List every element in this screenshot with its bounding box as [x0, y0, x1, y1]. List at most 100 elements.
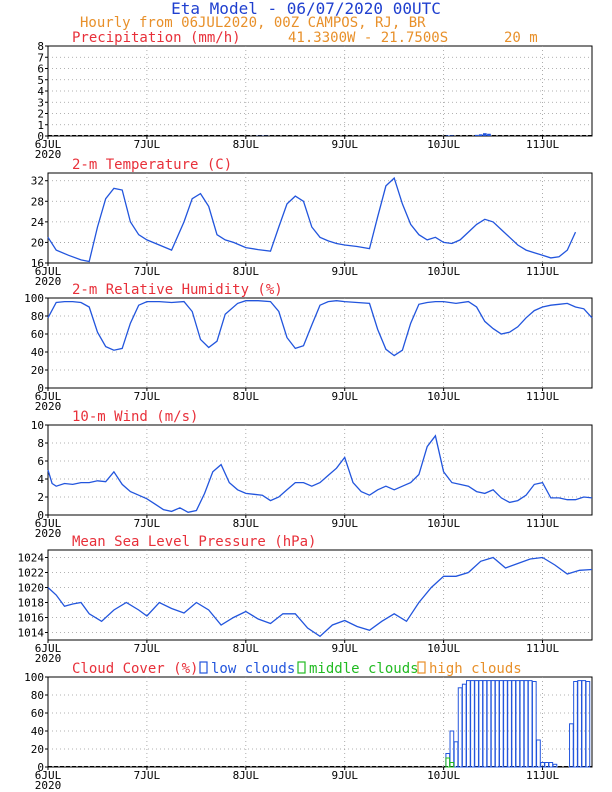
y-tick-label: 1014 — [18, 627, 45, 640]
x-tick-label: 10JUL — [427, 138, 460, 151]
y-tick-label: 6 — [37, 63, 44, 76]
precip-bar — [482, 133, 487, 136]
precip-bar — [474, 134, 479, 136]
x-tick-label: 10JUL — [427, 769, 460, 782]
y-tick-label: 24 — [31, 216, 45, 229]
x-tick-label: 9JUL — [331, 517, 358, 530]
y-tick-label: 80 — [31, 689, 44, 702]
panel-title: 10-m Wind (m/s) — [72, 409, 198, 425]
x-tick-label: 8JUL — [233, 642, 260, 655]
legend-swatch — [297, 661, 306, 674]
x-tick-label: 8JUL — [233, 265, 260, 278]
y-tick-label: 8 — [37, 437, 44, 450]
cloud-bar — [498, 680, 504, 768]
panel-title: Mean Sea Level Pressure (hPa) — [72, 534, 316, 550]
y-tick-label: 60 — [31, 707, 44, 720]
cloud-bar — [519, 680, 525, 768]
cloud-bar — [577, 680, 582, 768]
y-tick-label: 100 — [24, 671, 44, 684]
x-tick-label: 6JUL — [35, 265, 62, 278]
panel-3: 0 2 4 6 8 10 6JUL2020 7JUL 8JUL 9JUL 10JUL 11JUL 10-… — [31, 409, 593, 540]
panel-title: 2-m Relative Humidity (%) — [72, 282, 283, 298]
y-tick-label: 60 — [31, 328, 44, 341]
x-tick-label: 7JUL — [134, 265, 161, 278]
y-tick-label: 16 — [31, 257, 44, 270]
x-tick-label: 7JUL — [134, 390, 161, 403]
x-tick-label: 8JUL — [233, 517, 260, 530]
x-tick-label: 6JUL — [35, 517, 62, 530]
x-tick-label: 10JUL — [427, 517, 460, 530]
cloud-bar — [474, 680, 479, 768]
panel-4: 1014 1016 1018 1020 1022 1024 6JUL2020 7JUL 8JUL… — [18, 534, 593, 665]
y-tick-label: 40 — [31, 346, 44, 359]
x-tick-year: 2020 — [35, 275, 62, 288]
y-tick-label: 3 — [37, 96, 44, 109]
x-tick-label: 11JUL — [526, 517, 559, 530]
plot-frame — [47, 424, 593, 516]
y-tick-label: 0 — [37, 509, 44, 522]
x-tick-label: 9JUL — [331, 769, 358, 782]
x-tick-label: 9JUL — [331, 390, 358, 403]
cloud-bar — [461, 683, 467, 768]
cloud-bar — [494, 680, 500, 768]
y-tick-label: 32 — [31, 175, 44, 188]
x-tick-label: 11JUL — [526, 138, 559, 151]
x-tick-label: 10JUL — [427, 642, 460, 655]
x-tick-label: 6JUL — [35, 642, 62, 655]
x-tick-label: 11JUL — [526, 769, 559, 782]
series-line — [47, 176, 577, 263]
x-tick-label: 8JUL — [233, 390, 260, 403]
y-tick-label: 7 — [37, 51, 44, 64]
x-tick-year: 2020 — [35, 652, 62, 665]
y-tick-label: 20 — [31, 364, 44, 377]
y-tick-label: 100 — [24, 292, 44, 305]
series-line — [47, 434, 593, 513]
x-tick-label: 6JUL — [35, 138, 62, 151]
legend-swatch — [199, 661, 208, 674]
cloud-bar — [581, 680, 587, 768]
cloud-bar — [449, 730, 455, 768]
cloud-bar — [536, 739, 541, 768]
series-line — [47, 300, 593, 357]
y-tick-label: 28 — [31, 195, 44, 208]
y-tick-label: 0 — [37, 761, 44, 774]
cloud-bar — [503, 680, 508, 768]
cloud-bar — [453, 741, 459, 768]
y-tick-label: 80 — [31, 310, 44, 323]
y-tick-label: 1022 — [18, 567, 45, 580]
cloud-bar — [573, 681, 578, 768]
subtitle: Hourly from 06JUL2020, 00Z CAMPOS, RJ, B… — [80, 15, 426, 31]
x-tick-label: 11JUL — [526, 390, 559, 403]
x-tick-label: 7JUL — [134, 642, 161, 655]
cloud-bar — [569, 723, 574, 768]
cloud-bar — [523, 680, 529, 768]
cloud-bar — [507, 680, 512, 768]
cloud-bar — [457, 687, 463, 768]
x-tick-year: 2020 — [35, 779, 62, 792]
y-tick-label: 0 — [37, 130, 44, 143]
panel-title: Precipitation (mm/h) — [72, 30, 241, 46]
x-tick-label: 10JUL — [427, 390, 460, 403]
y-tick-label: 1 — [37, 119, 44, 132]
cloud-bar — [527, 680, 533, 768]
x-tick-label: 11JUL — [526, 265, 559, 278]
cloud-bar — [470, 680, 475, 768]
x-tick-year: 2020 — [35, 400, 62, 413]
legend-label: high clouds — [429, 661, 522, 677]
x-tick-label: 9JUL — [331, 642, 358, 655]
x-tick-label: 7JUL — [134, 769, 161, 782]
cloud-bar — [449, 762, 455, 768]
cloud-bar — [445, 757, 451, 768]
x-tick-label: 9JUL — [331, 138, 358, 151]
y-tick-label: 1018 — [18, 597, 45, 610]
y-tick-label: 4 — [37, 473, 44, 486]
x-tick-label: 9JUL — [331, 265, 358, 278]
panel-2: 0 20 40 60 80 100 6JUL2020 7JUL 8JUL 9JUL 10JUL 11J… — [24, 282, 593, 413]
precip-bar — [478, 134, 483, 136]
y-tick-label: 0 — [37, 382, 44, 395]
x-tick-label: 7JUL — [134, 138, 161, 151]
y-tick-label: 4 — [37, 85, 44, 98]
y-tick-label: 5 — [37, 74, 44, 87]
